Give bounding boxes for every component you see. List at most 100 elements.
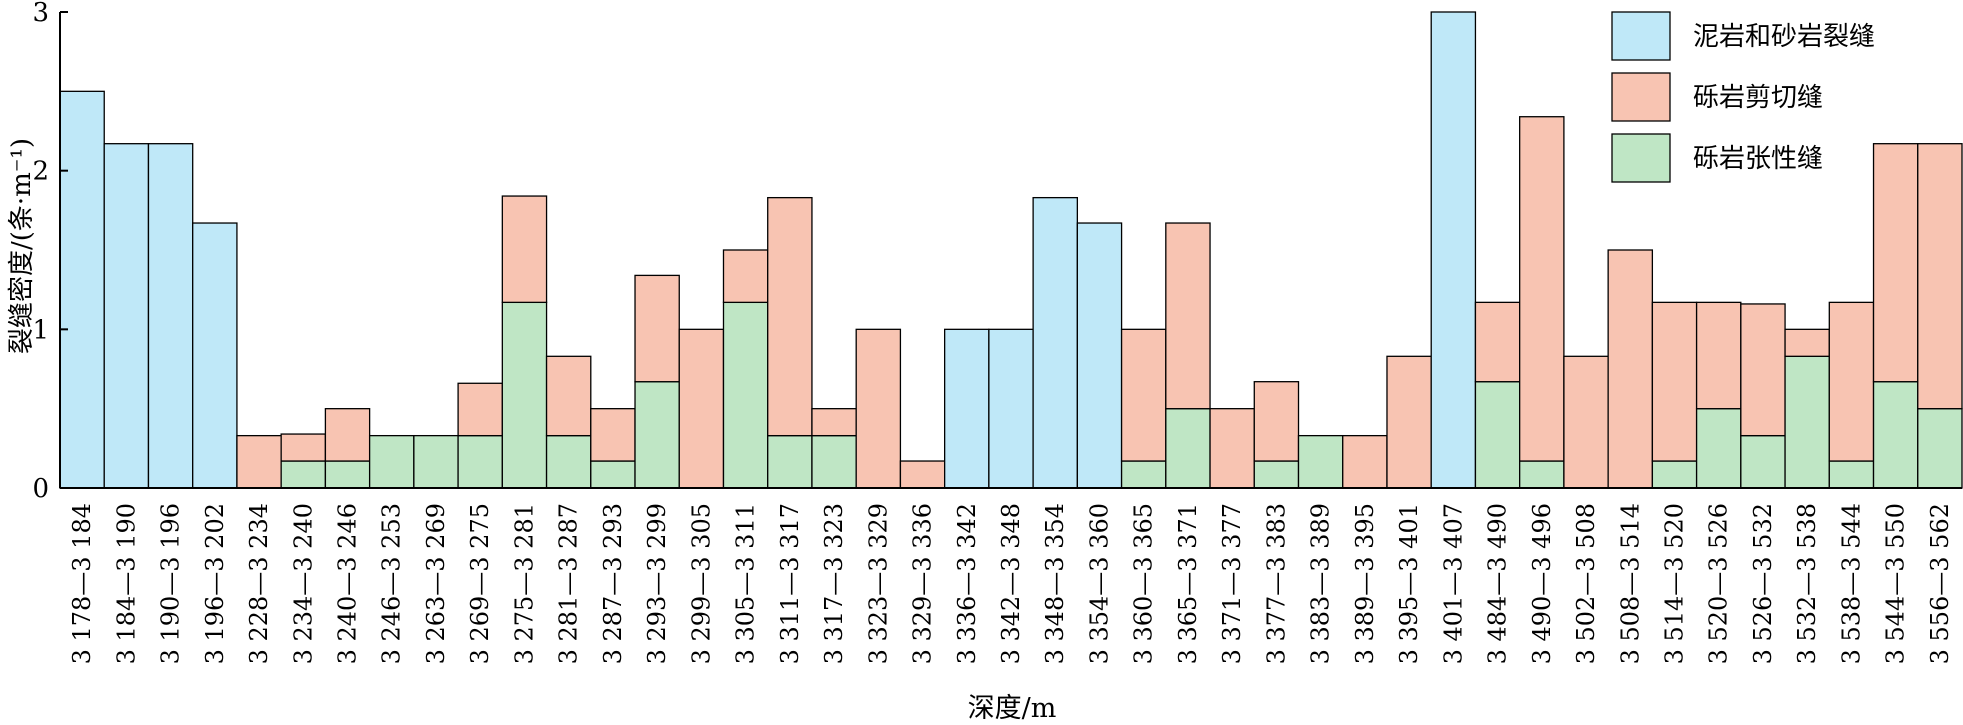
legend-label-2: 砾岩剪切缝: [1693, 83, 1823, 113]
x-tick-label-25: 3 360—3 365: [1130, 503, 1158, 664]
x-tick-label-21: 3 336—3 342: [953, 503, 981, 664]
bar-segment-2-37: [1651, 460, 1698, 489]
bar-segment-3-14: [634, 274, 680, 383]
bar-segment-3-6: [280, 433, 327, 462]
x-tick-label-6: 3 234—3 240: [289, 503, 317, 664]
bar-segment-3-35: [1563, 355, 1609, 489]
bar-segment-2-11: [501, 301, 548, 489]
x-tick-label-2: 3 184—3 190: [112, 503, 140, 664]
bar-segment-2-10: [457, 434, 503, 489]
bar-segment-3-26: [1165, 222, 1211, 410]
bar-segment-3-20: [899, 460, 946, 489]
x-tick-label-27: 3 371—3 377: [1218, 503, 1246, 664]
bar-segment-3-11: [501, 195, 548, 304]
bar-segment-2-34: [1519, 460, 1565, 489]
x-tick-label-3: 3 190—3 196: [157, 503, 185, 664]
bar-segment-2-9: [413, 434, 459, 489]
bar-segment-3-40: [1784, 328, 1830, 357]
bar-segment-1-21: [944, 328, 990, 489]
bar-segment-1-4: [192, 222, 238, 489]
x-tick-label-29: 3 383—3 389: [1307, 503, 1335, 664]
x-tick-label-26: 3 365—3 371: [1174, 503, 1202, 664]
bar-segment-3-16: [722, 249, 769, 304]
legend-swatch-1: [1611, 11, 1671, 61]
bar-segment-3-18: [811, 408, 857, 437]
bar-segment-1-2: [103, 143, 150, 489]
bar-segment-1-32: [1430, 11, 1477, 489]
x-tick-labels: 3 178—3 184 3 184—3 190 3 190—3 196 3 196—3…: [68, 503, 1954, 664]
bar-segment-3-13: [590, 408, 636, 462]
bar-segment-3-36: [1607, 249, 1654, 489]
bar-segment-3-37: [1651, 301, 1698, 462]
bar-segment-2-8: [368, 434, 415, 489]
x-tick-label-19: 3 323—3 329: [864, 503, 892, 664]
bar-segment-2-16: [722, 301, 769, 489]
bar-segment-3-30: [1342, 434, 1388, 489]
bar-segment-2-7: [324, 460, 371, 489]
x-axis-label: 深度/m: [968, 693, 1057, 724]
bar-segment-3-34: [1519, 116, 1565, 462]
y-tick-labels: 0 1 2 3: [32, 0, 49, 504]
bar-segment-1-1: [59, 90, 105, 489]
bar-segment-3-17: [767, 196, 813, 437]
x-tick-label-4: 3 196—3 202: [201, 503, 229, 664]
x-tick-label-10: 3 269—3 275: [466, 503, 494, 664]
x-tick-label-12: 3 281—3 287: [555, 503, 583, 664]
bar-segment-1-24: [1076, 222, 1123, 489]
x-tick-label-32: 3 401—3 407: [1439, 503, 1467, 664]
x-tick-label-17: 3 311—3 317: [776, 503, 804, 664]
axes-layer: [59, 11, 1962, 489]
x-tick-label-36: 3 508—3 514: [1616, 503, 1644, 664]
x-tick-label-5: 3 228—3 234: [245, 503, 273, 664]
bar-segment-3-38: [1695, 301, 1742, 410]
bar-segment-3-39: [1740, 303, 1786, 437]
y-tick-label-2: 2: [32, 157, 49, 187]
y-tick-label-3: 3: [32, 0, 49, 28]
x-tick-label-8: 3 246—3 253: [378, 503, 406, 664]
x-tick-label-38: 3 520—3 526: [1705, 503, 1733, 664]
x-tick-label-41: 3 538—3 544: [1837, 503, 1865, 664]
bar-segment-3-5: [236, 434, 282, 489]
x-tick-label-24: 3 354—3 360: [1085, 503, 1113, 664]
x-tick-label-42: 3 544—3 550: [1882, 503, 1910, 664]
bar-segment-1-23: [1032, 196, 1078, 489]
bar-segment-3-12: [545, 355, 592, 437]
bar-segment-3-27: [1209, 408, 1255, 489]
x-tick-label-22: 3 342—3 348: [997, 503, 1025, 664]
x-tick-label-23: 3 348—3 354: [1041, 503, 1069, 664]
x-tick-label-13: 3 287—3 293: [599, 503, 627, 664]
bar-segment-3-28: [1253, 381, 1300, 462]
x-tick-label-16: 3 305—3 311: [732, 503, 760, 664]
x-tick-label-9: 3 263—3 269: [422, 503, 450, 664]
bar-segment-3-31: [1386, 355, 1432, 489]
x-tick-label-39: 3 526—3 532: [1749, 503, 1777, 664]
x-tick-label-11: 3 275—3 281: [510, 503, 538, 664]
bar-segment-3-19: [855, 328, 902, 489]
x-tick-label-7: 3 240—3 246: [334, 503, 362, 664]
bar-segment-2-33: [1474, 381, 1521, 489]
bar-segment-3-42: [1872, 143, 1919, 383]
legend-label-3: 砾岩张性缝: [1693, 144, 1823, 174]
y-axis-label: 裂缝密度/(条·m⁻¹): [7, 138, 37, 354]
bar-segment-1-22: [988, 328, 1034, 489]
bar-segment-2-28: [1253, 460, 1300, 489]
bar-segment-3-43: [1917, 143, 1963, 410]
bar-segment-3-7: [324, 408, 371, 462]
bar-segment-2-6: [280, 460, 327, 489]
x-tick-label-34: 3 490—3 496: [1528, 503, 1556, 664]
x-tick-label-15: 3 299—3 305: [687, 503, 715, 664]
bar-segment-2-43: [1917, 408, 1963, 489]
y-tick-label-0: 0: [32, 474, 49, 504]
x-tick-label-31: 3 395—3 401: [1395, 503, 1423, 664]
x-tick-label-40: 3 532—3 538: [1793, 503, 1821, 664]
bar-segment-2-13: [590, 460, 636, 489]
bar-segment-3-25: [1120, 328, 1167, 462]
legend-swatch-3: [1611, 133, 1671, 183]
x-tick-label-20: 3 329—3 336: [909, 503, 937, 664]
bar-segment-2-25: [1120, 460, 1167, 489]
x-tick-label-37: 3 514—3 520: [1660, 503, 1688, 664]
x-tick-label-14: 3 293—3 299: [643, 503, 671, 664]
bar-segment-1-3: [147, 143, 194, 489]
